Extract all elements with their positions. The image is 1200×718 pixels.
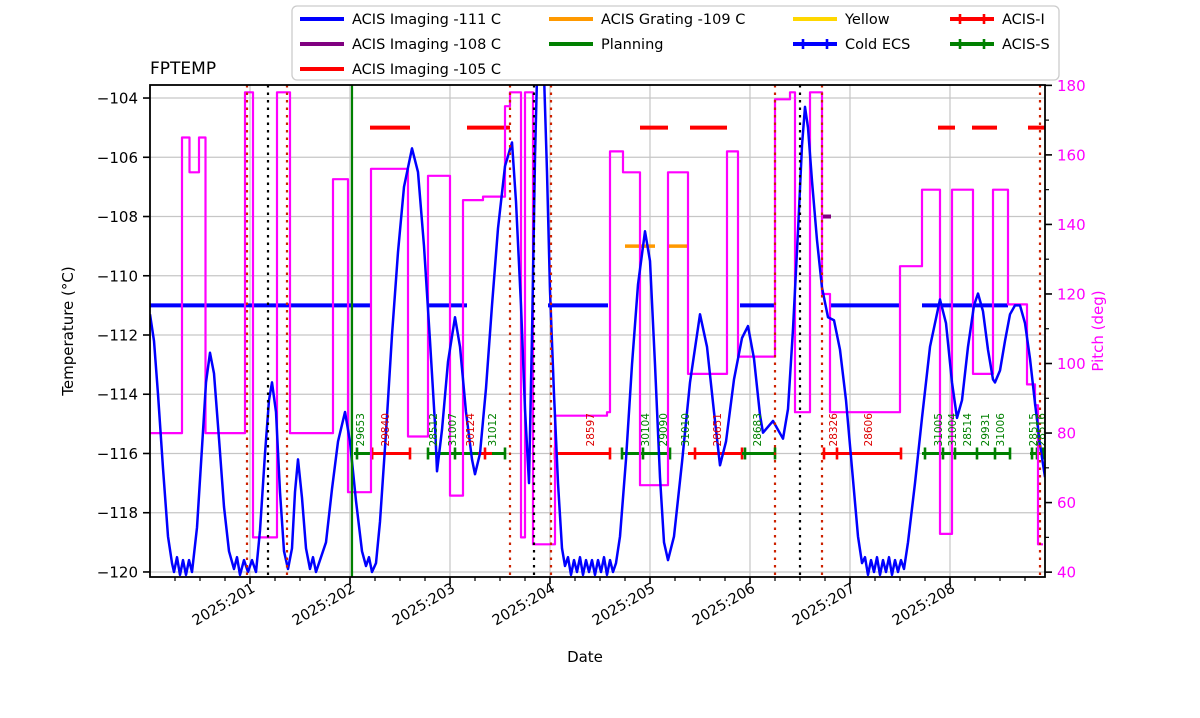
obsid-label: 28516 — [1036, 413, 1048, 447]
y-left-tick-label: −120 — [97, 563, 138, 581]
legend-entry-label: ACIS Grating -109 C — [601, 12, 745, 28]
x-tick-label: 2025:207 — [790, 581, 858, 630]
obsid-label: 28512 — [428, 413, 440, 446]
obsid-label: 31005 — [933, 413, 945, 446]
y-left-tick-label: −114 — [97, 386, 138, 404]
y-left-tick-label: −116 — [97, 445, 138, 463]
fptemp-series-line — [150, 85, 1045, 577]
y-right-tick-label: 100 — [1057, 355, 1086, 373]
obsid-label: 31010 — [680, 413, 692, 446]
chart-title: FPTEMP — [150, 59, 216, 79]
obsid-label: 29931 — [980, 413, 992, 446]
y-left-tick-label: −118 — [97, 504, 138, 522]
x-tick-label: 2025:204 — [490, 581, 558, 630]
y-left-tick-label: −106 — [97, 149, 138, 167]
legend-entry-label: Cold ECS — [845, 37, 910, 53]
legend-entry-label: ACIS Imaging -111 C — [352, 12, 501, 28]
x-tick-label: 2025:202 — [290, 581, 358, 630]
x-tick-label: 2025:203 — [390, 581, 458, 630]
y-right-tick-label: 120 — [1057, 285, 1086, 303]
obsid-label: 29090 — [658, 413, 670, 446]
obsid-label: 31012 — [487, 413, 499, 446]
obsid-label: 31004 — [947, 413, 959, 447]
y-right-tick-label: 140 — [1057, 216, 1086, 234]
obsid-label: 31006 — [995, 413, 1007, 447]
legend-box — [291, 5, 1060, 81]
legend-entry-label: ACIS-S — [1002, 37, 1050, 53]
vlines-layer — [245, 85, 1042, 577]
x-tick-label: 2025:201 — [190, 581, 258, 630]
y-left-tick-label: −110 — [97, 267, 138, 285]
obsid-label: 28597 — [585, 413, 597, 446]
y-left-tick-label: −108 — [97, 208, 138, 226]
legend: ACIS Imaging -111 C ACIS Imaging -108 C AC… — [291, 5, 1060, 81]
obsid-label: 28683 — [752, 413, 764, 446]
y-axis-label-right: Pitch (deg) — [1089, 290, 1107, 371]
y-left-tick-label: −104 — [97, 90, 138, 108]
x-tick-label: 2025:205 — [590, 581, 658, 630]
obsid-label: 28514 — [962, 413, 974, 447]
obsid-label: 28326 — [828, 413, 840, 447]
legend-entry-label: Planning — [601, 37, 663, 53]
legend-entry-label: ACIS Imaging -105 C — [352, 62, 501, 78]
pitch-series-line — [150, 91, 1043, 546]
obsid-label: 30124 — [465, 413, 477, 447]
obsid-labels-layer: 29653 29840 28512 31007 30124 31012 28597 30104… — [355, 413, 1048, 447]
obsid-label: 29840 — [380, 413, 392, 446]
obsid-label: 31007 — [447, 413, 459, 446]
y-axis-label-left: Temperature (°C) — [59, 266, 77, 396]
obsid-label: 28651 — [712, 413, 724, 446]
x-axis-label: Date — [567, 648, 603, 666]
series-layer — [150, 85, 1045, 577]
grid-layer — [150, 85, 1045, 577]
obsid-label: 30104 — [640, 413, 652, 447]
legend-entry-label: ACIS Imaging -108 C — [352, 37, 501, 53]
y-right-tick-label: 60 — [1057, 494, 1076, 512]
plot-border — [149, 84, 1046, 578]
obsid-label: 28515 — [1028, 413, 1040, 446]
legend-entry-label: Yellow — [844, 12, 890, 28]
y-right-tick-label: 160 — [1057, 146, 1086, 164]
y-right-tick-label: 40 — [1057, 564, 1076, 582]
y-left-tick-label: −112 — [97, 326, 138, 344]
obsid-label: 29653 — [355, 413, 367, 446]
x-tick-label: 2025:208 — [890, 581, 958, 630]
y-right-tick-label: 180 — [1057, 77, 1086, 95]
x-tick-label: 2025:206 — [690, 581, 758, 630]
obsid-label: 28606 — [863, 413, 875, 447]
legend-entry-label: ACIS-I — [1002, 12, 1045, 28]
y-right-tick-label: 80 — [1057, 425, 1076, 443]
